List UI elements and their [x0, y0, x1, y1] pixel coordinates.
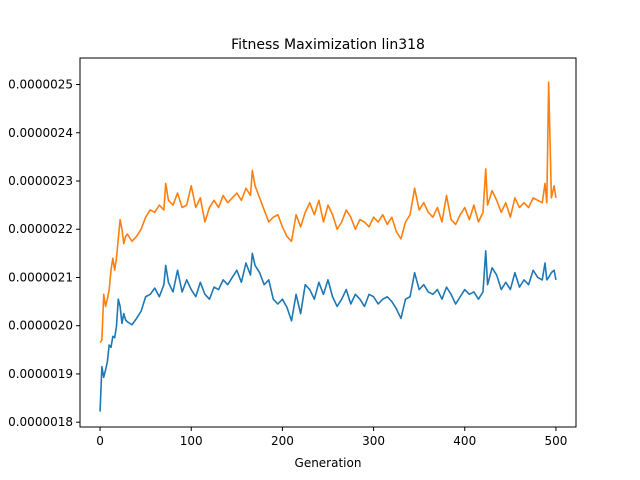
plot-frame [79, 57, 577, 428]
x-tick-label: 300 [362, 434, 385, 448]
x-tick-label: 200 [271, 434, 294, 448]
y-tick-label: 0.0000021 [8, 270, 73, 284]
y-tick-label: 0.0000020 [8, 319, 73, 333]
y-tick-label: 0.0000019 [8, 367, 73, 381]
plot-series [99, 81, 557, 412]
x-tick-label: 100 [180, 434, 203, 448]
x-axis: 0 100 200 300 400 500 [96, 427, 567, 448]
chart-title: Fitness Maximization lin318 [231, 37, 425, 53]
x-tick-label: 500 [544, 434, 567, 448]
y-tick-label: 0.0000022 [8, 222, 73, 236]
series-line-1 [99, 250, 557, 412]
y-tick-label: 0.0000024 [8, 126, 73, 140]
x-axis-label: Generation [295, 456, 362, 470]
y-tick-label: 0.0000023 [8, 174, 73, 188]
x-tick-label: 0 [96, 434, 104, 448]
series-line-2 [99, 81, 557, 344]
y-tick-label: 0.0000018 [8, 415, 73, 429]
y-tick-label: 0.0000025 [8, 78, 73, 92]
y-axis: 0.0000018 0.0000019 0.0000020 0.0000021 0.00… [8, 78, 80, 429]
x-tick-label: 400 [453, 434, 476, 448]
